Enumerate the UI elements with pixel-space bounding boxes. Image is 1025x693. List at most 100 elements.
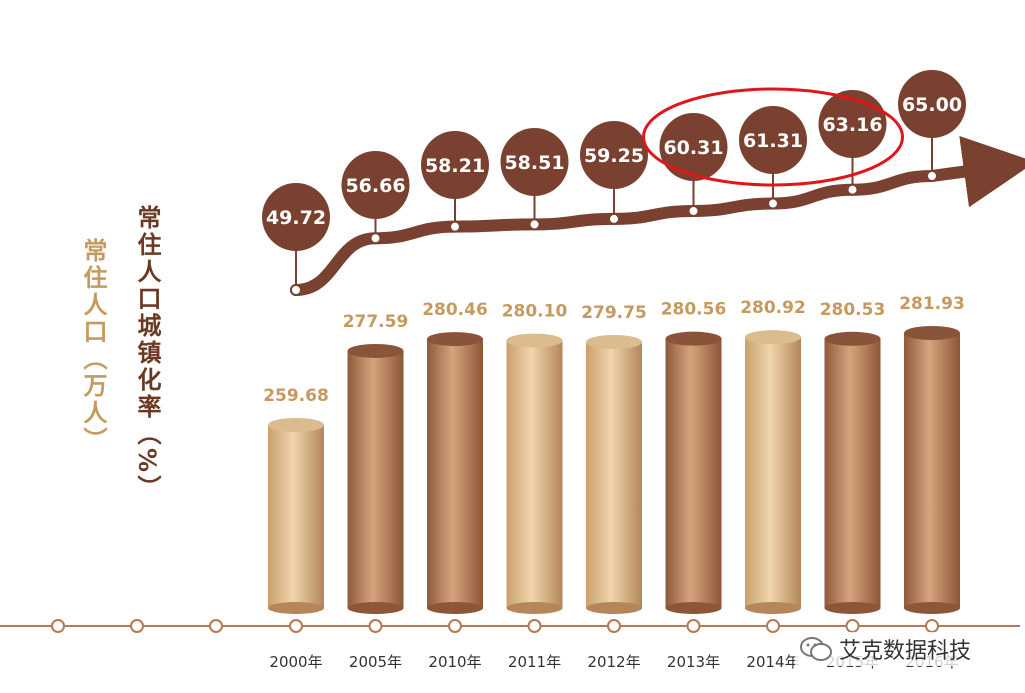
rate-point-2016年: 65.00: [898, 70, 966, 182]
bar-cap: [347, 343, 404, 358]
rate-dot: [449, 220, 461, 233]
x-tick-label: 2014年: [746, 653, 799, 671]
rate-point-2011年: 58.51: [500, 128, 569, 231]
bar-2005年: 277.59: [343, 312, 409, 614]
axis-tick: [845, 619, 860, 633]
bar-value-label: 280.10: [502, 302, 568, 322]
rate-value-label: 63.16: [822, 114, 882, 136]
bar-2010年: 280.46: [422, 300, 488, 614]
rate-dot: [846, 183, 859, 196]
rate-point-2014年: 61.31: [739, 106, 807, 210]
x-tick-label: 2005年: [349, 653, 402, 671]
bar-value-label: 280.46: [422, 300, 488, 320]
x-tick-label: 2013年: [667, 653, 720, 671]
bar-base: [745, 602, 801, 614]
axis-tick: [448, 619, 462, 633]
bar-cap: [586, 335, 642, 350]
bar-base: [824, 602, 881, 614]
axis-tick: [607, 619, 621, 633]
bar-cap: [268, 418, 324, 432]
bar-cap: [824, 331, 881, 346]
rate-value-label: 56.66: [345, 175, 405, 197]
rate-dot: [528, 218, 541, 231]
bar-cap: [427, 332, 483, 347]
bar-cap: [506, 333, 563, 348]
bar-cap: [665, 331, 722, 346]
rate-value-label: 59.25: [584, 145, 644, 167]
rate-dot: [369, 232, 382, 245]
axis-tick: [527, 619, 542, 633]
bar-value-label: 279.75: [581, 303, 647, 323]
rate-bubble: [898, 70, 966, 138]
bar-value-label: 280.56: [661, 300, 727, 320]
bar-base: [506, 602, 563, 614]
rate-point-2015年: 63.16: [818, 90, 887, 196]
rate-bubble: [580, 121, 648, 189]
bar-body: [347, 350, 404, 608]
bar-body: [824, 338, 881, 608]
bar-value-label: 277.59: [343, 312, 409, 332]
axis-marker: [130, 619, 144, 633]
population-axis-label: 常住人口（万人）: [79, 238, 107, 454]
rate-bubble: [500, 128, 569, 196]
axis-tick: [686, 619, 701, 633]
rate-value-label: 49.72: [266, 207, 326, 229]
rate-bubble: [818, 90, 887, 158]
rate-value-label: 58.21: [425, 155, 485, 177]
rate-bubble: [421, 131, 489, 199]
bar-base: [665, 602, 722, 614]
bar-cap: [745, 330, 801, 345]
bar-body: [506, 340, 563, 608]
bars-layer: 259.68 277.59 280.46 280.10 279.75 280.56 280.…: [263, 294, 965, 614]
rate-point-2010年: 58.21: [421, 131, 489, 233]
urbanization-axis-label: 常住人口城镇化率（%）: [133, 205, 161, 503]
x-tick-label: 2000年: [269, 653, 322, 671]
watermark-text: 艾克数据科技: [839, 639, 972, 664]
bar-value-label: 259.68: [263, 386, 329, 406]
rate-dot: [608, 212, 620, 225]
bar-base: [268, 602, 324, 614]
bar-value-label: 280.53: [820, 300, 886, 320]
rate-dot: [290, 284, 302, 296]
bar-base: [904, 602, 960, 614]
rate-dot: [687, 204, 700, 217]
axis-tick: [766, 619, 780, 633]
rate-value-label: 60.31: [663, 137, 723, 159]
axis-tick: [368, 619, 383, 633]
rate-bubble: [262, 183, 330, 251]
bar-2000年: 259.68: [263, 386, 329, 614]
bar-body: [427, 339, 483, 608]
bar-base: [586, 602, 642, 614]
bar-body: [268, 425, 324, 608]
bar-2012年: 279.75: [581, 303, 647, 614]
axis-tick: [289, 619, 303, 633]
rate-dot: [767, 197, 779, 210]
bar-body: [745, 337, 801, 608]
bar-body: [665, 338, 722, 608]
bar-base: [427, 602, 483, 614]
rate-point-2000年: 49.72: [262, 183, 330, 296]
rate-value-label: 58.51: [504, 152, 564, 174]
bar-body: [586, 342, 642, 608]
bar-body: [904, 333, 960, 608]
watermark: 艾克数据科技: [795, 632, 976, 666]
highlight-layer: [642, 87, 904, 187]
bar-2014年: 280.92: [740, 298, 806, 614]
rate-point-2012年: 59.25: [580, 121, 648, 225]
rate-line-layer: 49.72 56.66 58.21 58.51 59.25 60.31 61.31 63.16…: [262, 70, 1025, 296]
axis-marker: [51, 619, 65, 633]
rate-value-label: 65.00: [902, 94, 962, 116]
bar-2013年: 280.56: [661, 300, 727, 614]
bar-base: [347, 602, 404, 614]
rate-bubble: [341, 151, 410, 219]
rate-bubble: [739, 106, 807, 174]
x-tick-label: 2010年: [428, 653, 481, 671]
axis-tick: [925, 619, 939, 633]
bar-value-label: 280.92: [740, 298, 806, 318]
bar-2015年: 280.53: [820, 300, 886, 614]
bar-2016年: 281.93: [899, 294, 965, 614]
axis-marker: [209, 619, 223, 633]
bar-cap: [904, 326, 960, 340]
bar-2011年: 280.10: [502, 302, 568, 614]
rate-dot: [926, 170, 938, 182]
